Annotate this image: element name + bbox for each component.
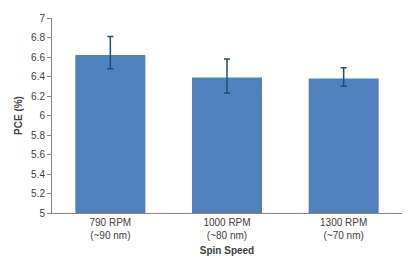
svg-text:5.8: 5.8 bbox=[31, 130, 45, 141]
svg-text:7: 7 bbox=[39, 13, 45, 24]
svg-text:PCE (%): PCE (%) bbox=[13, 96, 24, 135]
svg-text:1000 RPM(~80 nm): 1000 RPM(~80 nm) bbox=[203, 217, 250, 241]
svg-text:6.8: 6.8 bbox=[31, 32, 45, 43]
svg-text:5.2: 5.2 bbox=[31, 188, 45, 199]
svg-text:790 RPM(~90 nm): 790 RPM(~90 nm) bbox=[89, 217, 131, 241]
svg-text:Spin Speed: Spin Speed bbox=[200, 245, 254, 256]
svg-text:5.6: 5.6 bbox=[31, 149, 45, 160]
svg-text:5.4: 5.4 bbox=[31, 169, 45, 180]
svg-text:1300 RPM(~70 nm): 1300 RPM(~70 nm) bbox=[320, 217, 367, 241]
svg-text:6: 6 bbox=[39, 110, 45, 121]
svg-text:6.6: 6.6 bbox=[31, 52, 45, 63]
svg-text:6.2: 6.2 bbox=[31, 91, 45, 102]
svg-text:5: 5 bbox=[39, 208, 45, 219]
svg-text:6.4: 6.4 bbox=[31, 71, 45, 82]
